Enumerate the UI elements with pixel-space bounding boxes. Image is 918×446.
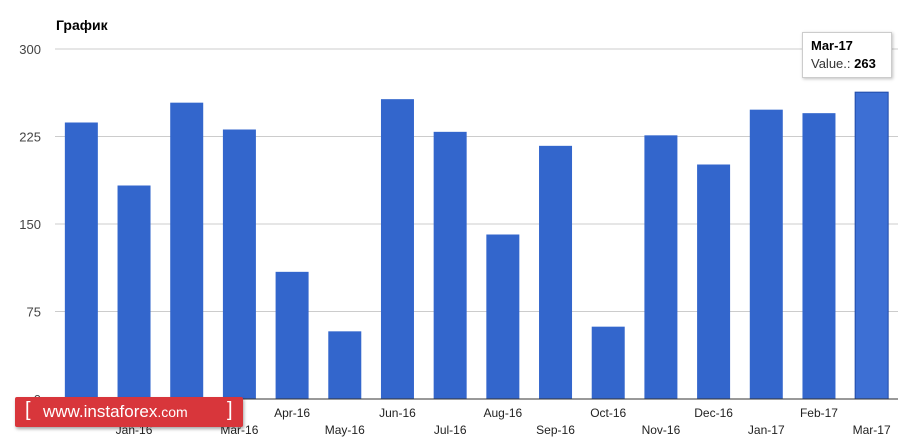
- bar: [644, 135, 678, 400]
- x-tick-label: Mar-17: [853, 423, 891, 437]
- bar: [539, 145, 573, 399]
- x-tick-label: Jul-16: [434, 423, 467, 437]
- watermark-domain: www.instaforex: [43, 402, 158, 421]
- watermark-suffix: .com: [157, 404, 188, 420]
- x-tick-label: Oct-16: [590, 406, 626, 420]
- x-tick-label: Jun-16: [379, 406, 416, 420]
- bar: [64, 122, 98, 399]
- x-tick-label: Apr-16: [274, 406, 310, 420]
- bar: [380, 99, 414, 400]
- watermark-bracket-open: [: [25, 399, 31, 421]
- tooltip-body: Value.: 263: [811, 56, 876, 71]
- bar: [328, 331, 362, 399]
- x-tick-label: Jan-17: [748, 423, 785, 437]
- x-tick-label: Aug-16: [483, 406, 522, 420]
- y-tick-label: 300: [19, 42, 41, 57]
- x-tick-label: Feb-17: [800, 406, 838, 420]
- y-tick-label: 150: [19, 217, 41, 232]
- y-tick-label: 75: [27, 305, 41, 320]
- bar: [170, 102, 204, 400]
- bar: [802, 113, 836, 400]
- bar: [749, 109, 783, 400]
- tooltip-title: Mar-17: [811, 38, 853, 53]
- bar: [854, 91, 889, 400]
- x-tick-label: May-16: [325, 423, 365, 437]
- x-tick-label: Sep-16: [536, 423, 575, 437]
- tooltip-value: 263: [854, 56, 876, 71]
- y-tick-label: 225: [19, 130, 41, 145]
- bar: [275, 271, 309, 399]
- instaforex-watermark[interactable]: [ www.instaforex.com ]: [15, 397, 243, 427]
- bar: [433, 131, 467, 400]
- chart-title: График: [56, 17, 108, 33]
- bar: [222, 129, 256, 399]
- bar: [486, 234, 520, 399]
- tooltip-label: Value.:: [811, 56, 851, 71]
- watermark-text: www.instaforex.com: [43, 402, 188, 422]
- watermark-bracket-close: ]: [227, 399, 233, 421]
- x-tick-label: Dec-16: [694, 406, 733, 420]
- bar: [117, 185, 151, 399]
- x-tick-label: Nov-16: [642, 423, 681, 437]
- bar: [697, 164, 731, 399]
- bar: [591, 326, 625, 399]
- tooltip: Mar-17 Value.: 263: [802, 32, 892, 78]
